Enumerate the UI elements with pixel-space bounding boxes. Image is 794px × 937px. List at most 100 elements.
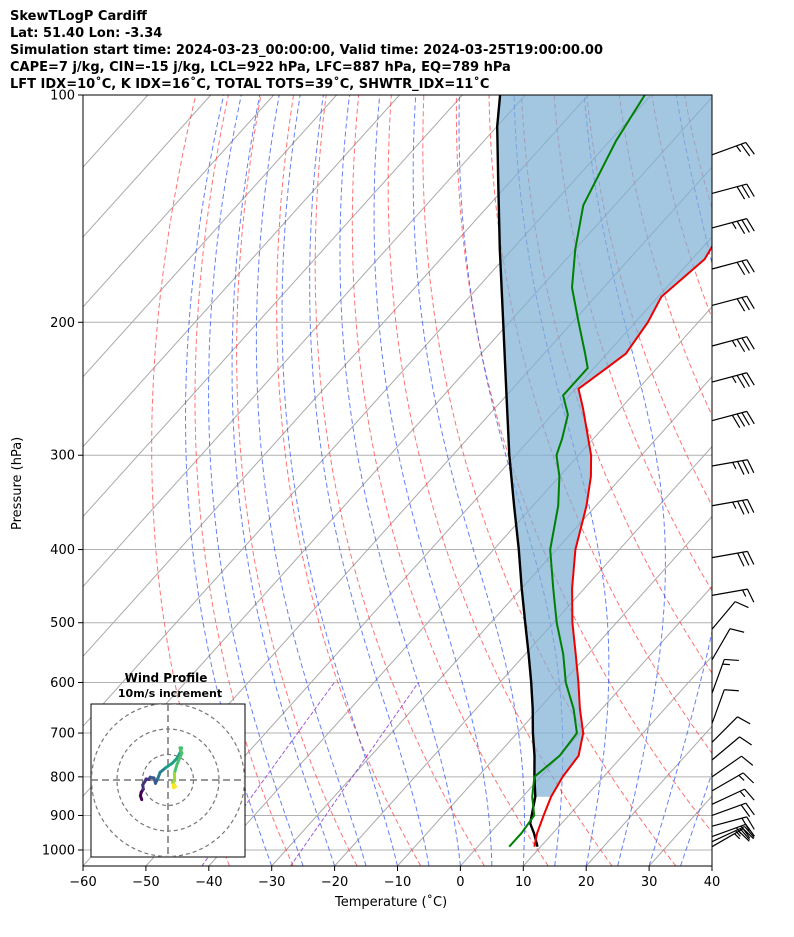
wind-barb [711, 295, 755, 312]
wind-barb-half-feather [735, 145, 742, 153]
wind-barb-feather [739, 736, 752, 746]
hodograph-segment [172, 763, 179, 775]
x-tick-label: −40 [195, 875, 222, 890]
wind-barb-feather [744, 788, 755, 801]
wind-barb-feather [736, 220, 746, 235]
moist-adiabat [648, 95, 712, 866]
wind-barb-half-feather [732, 501, 737, 509]
hodograph-title: Wind Profile [125, 671, 208, 685]
wind-barb [711, 755, 754, 778]
dry-adiabat [717, 95, 794, 866]
wind-barb-feather [741, 260, 750, 274]
x-tick-label: −50 [132, 875, 159, 890]
x-tick-label: −60 [69, 875, 96, 890]
wind-barb [711, 259, 755, 276]
wind-barb-feather [741, 552, 750, 566]
wind-barb-feather [746, 336, 755, 350]
wind-barb [711, 658, 739, 694]
dry-adiabat [782, 95, 794, 866]
moist-adiabat [208, 95, 304, 866]
wind-barb [711, 828, 755, 848]
wind-barb-staff [711, 601, 736, 630]
wind-barb-feather [739, 828, 751, 840]
isotherm-line [585, 725, 712, 866]
y-tick-label: 600 [50, 676, 75, 691]
y-tick-label: 100 [50, 89, 75, 104]
mixing-ratio-line [290, 682, 419, 866]
wind-barb [711, 716, 751, 743]
wind-barb [711, 410, 755, 429]
wind-barb-feather [736, 261, 746, 276]
wind-barb-feather [741, 185, 750, 199]
x-tick-label: −20 [321, 875, 348, 890]
wind-barb-staff [711, 459, 748, 467]
moist-adiabat [744, 95, 794, 866]
isotherm-line [83, 95, 400, 448]
wind-barb-feather [741, 297, 750, 311]
wind-barb-feather [737, 500, 745, 515]
wind-barb [711, 628, 745, 661]
hodograph-plot [91, 704, 245, 857]
wind-barb-feather [737, 552, 745, 567]
wind-barb-staff [711, 588, 748, 596]
moist-adiabat [231, 95, 336, 866]
wind-barb [711, 550, 755, 567]
wind-barb-feather [729, 628, 745, 633]
location-line: Lat: 51.40 Lon: -3.34 [10, 26, 163, 41]
wind-barb-staff [711, 736, 740, 761]
wind-barb-feather [746, 588, 755, 603]
x-tick-label: 30 [641, 875, 658, 890]
dry-adiabat [387, 95, 613, 866]
wind-barb [711, 372, 755, 389]
wind-barb-feather [740, 804, 751, 817]
moist-adiabat [458, 95, 564, 866]
y-tick-label: 200 [50, 316, 75, 331]
wind-barb [711, 498, 755, 515]
wind-barb-feather [746, 218, 755, 232]
y-tick-label: 1000 [42, 844, 75, 859]
wind-barb-feather [734, 601, 749, 609]
y-tick-label: 800 [50, 770, 75, 785]
x-tick-label: −10 [384, 875, 411, 890]
x-tick-label: −30 [258, 875, 285, 890]
x-tick-label: 40 [704, 875, 721, 890]
isotherm-line [271, 376, 712, 866]
parcel-profile-line [495, 95, 539, 848]
isotherm-line [83, 95, 337, 378]
isotherm-line [522, 655, 712, 866]
y-tick-label: 700 [50, 727, 75, 742]
wind-barb-feather [746, 459, 755, 474]
wind-barb-half-feather [735, 830, 741, 837]
wind-barb-half-feather [734, 833, 741, 840]
wind-barb-half-feather [741, 589, 747, 597]
wind-barb-feather [737, 461, 745, 475]
wind-barb-feather [741, 373, 750, 387]
wind-barb-staff [711, 336, 747, 347]
x-tick-label: 0 [456, 875, 464, 890]
moist-adiabat [373, 95, 493, 866]
dry-adiabat [236, 95, 358, 866]
wind-barb-staff [711, 218, 747, 229]
wind-barb-feather [724, 658, 739, 662]
y-tick-label: 400 [50, 543, 75, 558]
wind-barb-feather [741, 500, 750, 514]
moist-adiabat [185, 95, 273, 866]
wind-barb [711, 336, 755, 353]
wind-barb-feather [724, 689, 739, 692]
dry-adiabat [521, 95, 712, 674]
wind-barb-staff [711, 823, 747, 838]
wind-barb-half-feather [732, 462, 737, 470]
wind-barb-feather [746, 295, 755, 309]
index-line: LFT IDX=10˚C, K IDX=16˚C, TOTAL TOTS=39˚… [10, 77, 490, 92]
wind-barb-staff [711, 259, 747, 270]
wind-barb [711, 736, 752, 761]
y-tick-label: 500 [50, 616, 75, 631]
wind-barb-feather [746, 411, 755, 425]
wind-barb-feather [741, 219, 750, 233]
x-axis-label: Temperature (˚C) [335, 895, 448, 910]
wind-barb [711, 802, 755, 817]
wind-barb-half-feather [722, 663, 730, 666]
cape-shading [497, 95, 712, 797]
wind-barb-feather [736, 298, 746, 312]
wind-barb-staff [711, 659, 725, 694]
